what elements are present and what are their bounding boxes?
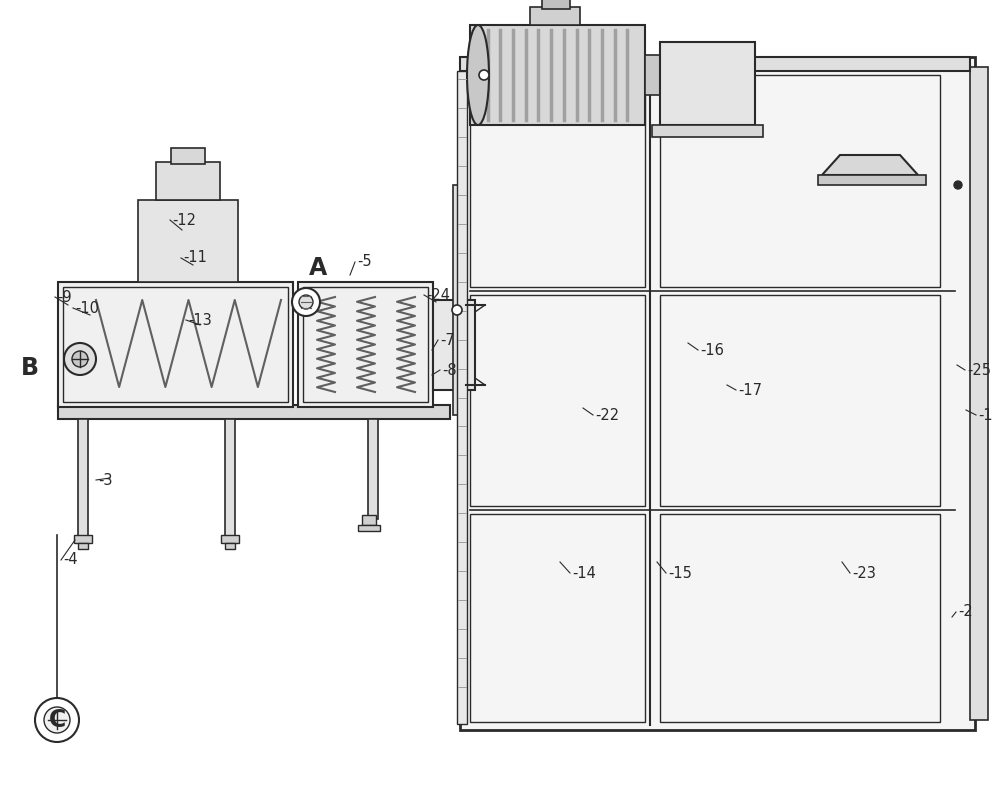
Circle shape: [954, 181, 962, 189]
Bar: [453, 185, 462, 415]
Circle shape: [299, 295, 313, 309]
Bar: [171, 148, 205, 164]
Bar: [362, 515, 376, 525]
Bar: [652, 125, 763, 137]
Bar: [460, 57, 975, 730]
Bar: [470, 25, 645, 125]
Text: -10: -10: [75, 301, 99, 316]
Text: -24: -24: [426, 287, 450, 302]
Circle shape: [35, 698, 79, 742]
Text: -15: -15: [668, 566, 692, 581]
Bar: [74, 535, 92, 543]
Text: -23: -23: [852, 566, 876, 581]
Bar: [221, 535, 239, 543]
Bar: [138, 200, 238, 282]
Text: -5: -5: [357, 254, 372, 269]
Bar: [63, 287, 288, 402]
Bar: [225, 543, 235, 549]
Text: -16: -16: [700, 342, 724, 357]
Bar: [156, 162, 220, 200]
Bar: [530, 7, 580, 25]
Text: -7: -7: [440, 332, 455, 348]
Bar: [645, 55, 660, 95]
Bar: [660, 75, 940, 286]
Text: -13: -13: [188, 312, 212, 327]
Text: -9: -9: [57, 290, 72, 305]
Text: -25: -25: [967, 363, 991, 378]
Bar: [660, 294, 940, 506]
Bar: [433, 300, 475, 390]
Bar: [298, 282, 433, 407]
Polygon shape: [822, 155, 918, 175]
Bar: [660, 42, 755, 125]
Bar: [660, 515, 940, 722]
Circle shape: [292, 288, 320, 316]
Bar: [303, 287, 428, 402]
Circle shape: [72, 351, 88, 367]
Bar: [58, 405, 450, 419]
Bar: [58, 282, 293, 407]
Bar: [470, 75, 645, 286]
Bar: [460, 57, 970, 71]
Text: -14: -14: [572, 566, 596, 581]
Bar: [368, 419, 378, 519]
Bar: [225, 419, 235, 539]
Text: -12: -12: [172, 212, 196, 227]
Bar: [78, 419, 88, 539]
Text: C: C: [48, 708, 66, 732]
Circle shape: [479, 70, 489, 80]
Text: -22: -22: [595, 408, 619, 423]
Circle shape: [452, 305, 462, 315]
Text: -4: -4: [63, 552, 78, 567]
Text: -3: -3: [98, 472, 113, 487]
Circle shape: [44, 707, 70, 733]
Text: -8: -8: [442, 363, 457, 378]
Bar: [457, 71, 467, 724]
Text: A: A: [309, 256, 327, 280]
Text: B: B: [21, 356, 39, 380]
Bar: [542, 0, 570, 9]
Circle shape: [64, 343, 96, 375]
Bar: [470, 515, 645, 722]
Text: -2: -2: [958, 604, 973, 619]
Bar: [470, 294, 645, 506]
Text: -11: -11: [183, 250, 207, 265]
Text: -1: -1: [978, 408, 993, 423]
Text: -17: -17: [738, 382, 762, 397]
Bar: [818, 175, 926, 185]
Bar: [970, 67, 988, 720]
Ellipse shape: [467, 25, 489, 125]
Bar: [78, 543, 88, 549]
Bar: [358, 525, 380, 531]
